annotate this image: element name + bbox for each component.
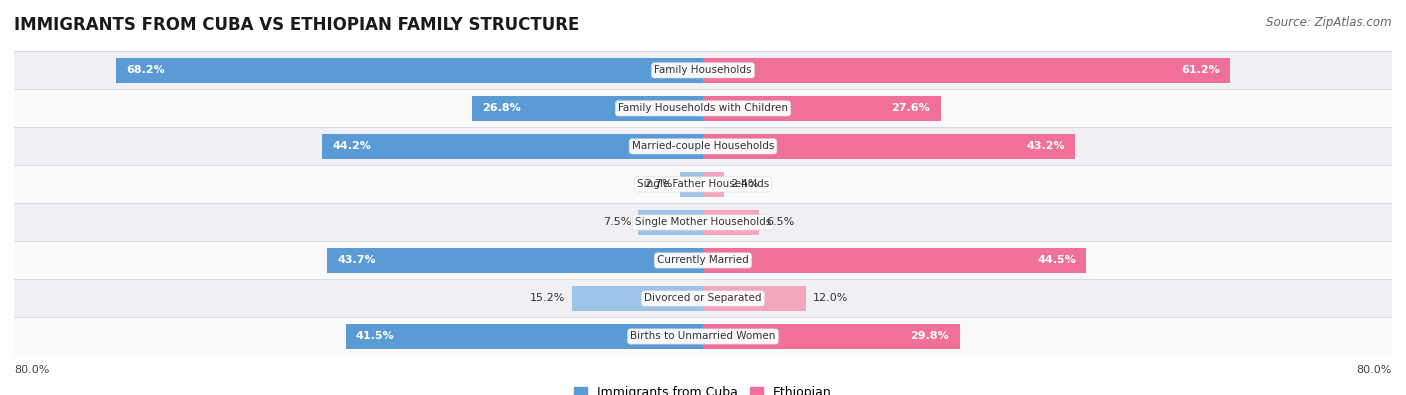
Text: Currently Married: Currently Married	[657, 256, 749, 265]
Bar	[472, 96, 703, 121]
Bar	[679, 172, 703, 197]
Text: Family Households: Family Households	[654, 65, 752, 75]
Bar	[14, 51, 1392, 89]
Text: 44.5%: 44.5%	[1038, 256, 1076, 265]
Text: Married-couple Households: Married-couple Households	[631, 141, 775, 151]
Bar	[703, 324, 960, 349]
Bar	[703, 286, 807, 311]
Legend: Immigrants from Cuba, Ethiopian: Immigrants from Cuba, Ethiopian	[569, 381, 837, 395]
Bar	[703, 58, 1230, 83]
Text: 6.5%: 6.5%	[766, 217, 794, 228]
Bar	[703, 134, 1076, 159]
Bar	[326, 248, 703, 273]
Text: 41.5%: 41.5%	[356, 331, 395, 342]
Bar	[572, 286, 703, 311]
Bar	[703, 210, 759, 235]
Text: 15.2%: 15.2%	[530, 293, 565, 303]
Text: 80.0%: 80.0%	[1357, 365, 1392, 375]
Bar	[14, 241, 1392, 280]
Bar	[703, 172, 724, 197]
Text: 43.2%: 43.2%	[1026, 141, 1064, 151]
Text: Divorced or Separated: Divorced or Separated	[644, 293, 762, 303]
Text: 12.0%: 12.0%	[813, 293, 849, 303]
Bar	[703, 248, 1087, 273]
Bar	[703, 96, 941, 121]
Bar	[115, 58, 703, 83]
Bar	[14, 318, 1392, 356]
Text: Births to Unmarried Women: Births to Unmarried Women	[630, 331, 776, 342]
Text: 44.2%: 44.2%	[333, 141, 371, 151]
Text: IMMIGRANTS FROM CUBA VS ETHIOPIAN FAMILY STRUCTURE: IMMIGRANTS FROM CUBA VS ETHIOPIAN FAMILY…	[14, 16, 579, 34]
Text: 61.2%: 61.2%	[1181, 65, 1219, 75]
Bar	[322, 134, 703, 159]
Bar	[346, 324, 703, 349]
Text: 29.8%: 29.8%	[911, 331, 949, 342]
Text: 2.4%: 2.4%	[731, 179, 759, 190]
Bar	[638, 210, 703, 235]
Bar	[14, 89, 1392, 128]
Bar	[14, 203, 1392, 241]
Text: 68.2%: 68.2%	[127, 65, 165, 75]
Text: 26.8%: 26.8%	[482, 103, 522, 113]
Text: 2.7%: 2.7%	[644, 179, 673, 190]
Text: 80.0%: 80.0%	[14, 365, 49, 375]
Bar	[14, 166, 1392, 203]
Bar	[14, 280, 1392, 318]
Text: Family Households with Children: Family Households with Children	[619, 103, 787, 113]
Text: Source: ZipAtlas.com: Source: ZipAtlas.com	[1267, 16, 1392, 29]
Text: Single Mother Households: Single Mother Households	[636, 217, 770, 228]
Text: Single Father Households: Single Father Households	[637, 179, 769, 190]
Text: 7.5%: 7.5%	[603, 217, 631, 228]
Text: 27.6%: 27.6%	[891, 103, 931, 113]
Bar	[14, 127, 1392, 166]
Text: 43.7%: 43.7%	[337, 256, 375, 265]
